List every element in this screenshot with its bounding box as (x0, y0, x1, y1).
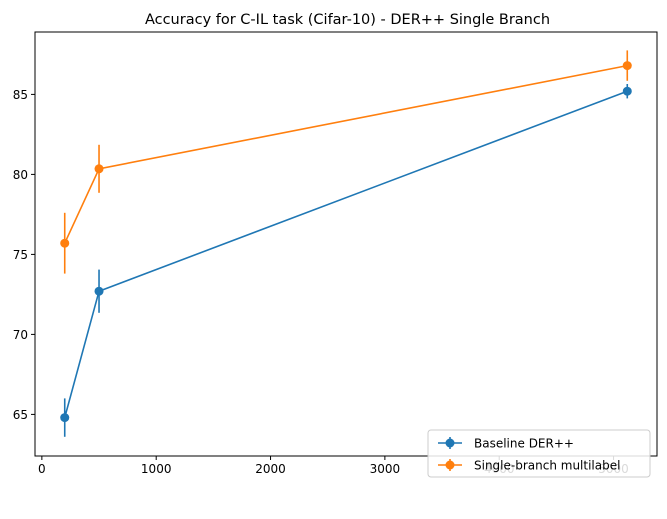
series-0 (60, 84, 632, 437)
data-point (622, 86, 632, 96)
y-tick-label: 75 (13, 248, 28, 262)
legend-entry-baseline: Baseline DER++ (438, 437, 574, 451)
x-tick-label: 0 (38, 462, 46, 476)
legend-label-baseline: Baseline DER++ (474, 437, 574, 451)
legend-entry-multilabel: Single-branch multilabel (438, 459, 620, 473)
data-point (60, 413, 70, 423)
legend: Baseline DER++ Single-branch multilabel (427, 429, 651, 478)
series-line (64, 64, 628, 244)
data-point (622, 61, 632, 71)
x-tick-label: 1000 (141, 462, 172, 476)
y-tick-label: 70 (13, 328, 28, 342)
series-1 (60, 50, 632, 274)
plot-frame (34, 31, 658, 457)
data-point (94, 164, 104, 174)
data-point (94, 286, 104, 296)
chart-title: Accuracy for C-IL task (Cifar-10) - DER+… (145, 12, 550, 28)
y-tick-label: 65 (13, 408, 28, 422)
data-point (60, 238, 70, 248)
legend-marker-baseline (445, 438, 455, 448)
series-line (63, 90, 628, 418)
legend-marker-multilabel (445, 460, 455, 470)
legend-box (427, 429, 651, 478)
x-tick-label: 3000 (370, 462, 401, 476)
y-tick-label: 80 (13, 168, 28, 182)
y-tick-label: 85 (13, 88, 28, 102)
axis-layer: 0100020003000400050006570758085 (13, 88, 629, 476)
legend-label-multilabel: Single-branch multilabel (474, 459, 620, 473)
series-layer (60, 50, 632, 437)
x-tick-label: 2000 (255, 462, 286, 476)
